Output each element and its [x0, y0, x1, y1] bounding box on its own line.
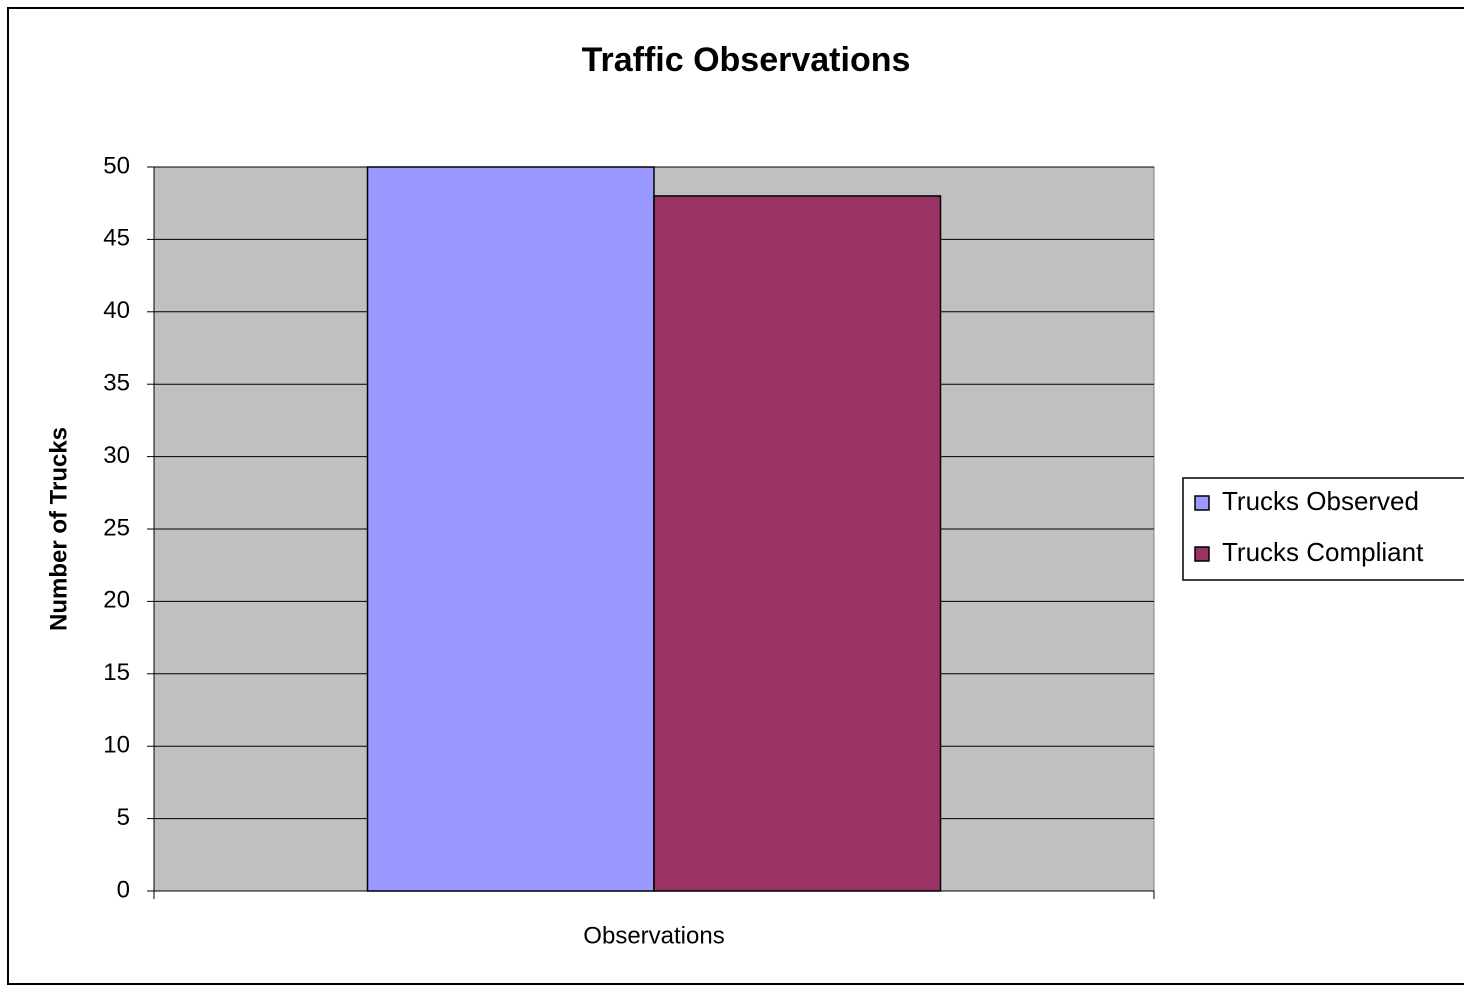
y-tick-label: 40 — [103, 297, 130, 324]
y-tick-label: 30 — [103, 442, 130, 469]
chart-title: Traffic Observations — [582, 41, 911, 79]
legend-label: Trucks Observed — [1222, 486, 1419, 516]
bar — [653, 195, 942, 892]
y-axis-label: Number of Trucks — [45, 427, 72, 631]
y-tick-label: 25 — [103, 514, 130, 541]
bar — [366, 166, 655, 892]
x-tick-label: Observations — [583, 922, 724, 949]
y-tick-label: 35 — [103, 370, 130, 397]
y-tick-label: 0 — [117, 876, 130, 903]
y-tick-label: 20 — [103, 587, 130, 614]
y-tick-label: 45 — [103, 225, 130, 252]
y-tick-label: 10 — [103, 732, 130, 759]
legend-box — [1182, 477, 1464, 581]
y-tick-label: 15 — [103, 659, 130, 686]
y-tick-label: 5 — [117, 804, 130, 831]
y-tick-label: 50 — [103, 152, 130, 179]
legend-swatch — [1194, 546, 1210, 562]
legend-swatch — [1194, 495, 1210, 511]
legend-label: Trucks Compliant — [1222, 537, 1424, 567]
